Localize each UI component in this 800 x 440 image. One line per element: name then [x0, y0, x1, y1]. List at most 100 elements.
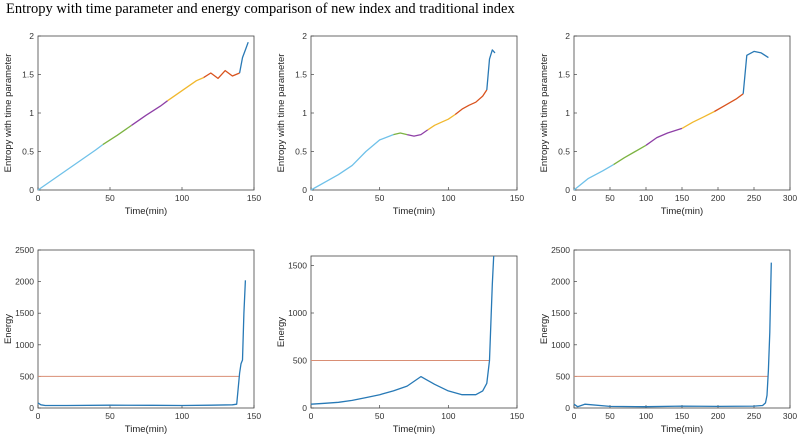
chart-1-series-1-line — [37, 144, 104, 191]
chart-4-ytick-label: 1000 — [15, 340, 34, 350]
chart-6-xtick-label: 250 — [747, 411, 761, 421]
chart-6-xtick-label: 50 — [605, 411, 615, 421]
chart-1-ytick-label: 2 — [29, 31, 34, 41]
chart-1-series-6-line — [238, 41, 249, 74]
chart-2-ytick-label: 2 — [302, 31, 307, 41]
chart-6-ytick-label: 0 — [565, 403, 570, 413]
chart-4-ytick-label: 0 — [29, 403, 34, 413]
chart-5-ytick-label: 1500 — [288, 261, 307, 271]
chart-2-xtick-label: 50 — [375, 193, 385, 203]
chart-1-series-2-line — [102, 124, 132, 146]
chart-1-series-4-line — [167, 77, 204, 102]
chart-4-ytick-label: 2000 — [15, 277, 34, 287]
chart-2-xtick-label: 100 — [441, 193, 455, 203]
chart-3-xtick-label: 300 — [783, 193, 797, 203]
chart-2-ytick-label: 1 — [302, 108, 307, 118]
chart-2-series-6-line — [486, 49, 496, 90]
chart-5-ylabel: Energy — [276, 317, 287, 347]
chart-6-ytick-label: 2000 — [551, 277, 570, 287]
chart-4-series-1-line — [37, 280, 247, 407]
chart-4-ytick-label: 500 — [20, 371, 34, 381]
chart-5-xtick-label: 50 — [375, 411, 385, 421]
chart-2-ytick-label: 0 — [302, 185, 307, 195]
chart-2-axes-frame — [310, 35, 518, 191]
chart-2-series-2-line — [393, 132, 408, 136]
chart-2-ytick-label: 0.5 — [295, 147, 307, 157]
chart-2-xlabel: Time(min) — [393, 206, 435, 217]
chart-6-xtick-label: 150 — [675, 411, 689, 421]
chart-4-ylabel: Energy — [3, 314, 14, 344]
chart-3-series-1-line — [573, 164, 614, 191]
chart-3-ytick-label: 1.5 — [558, 70, 570, 80]
chart-4-xtick-label: 0 — [36, 411, 41, 421]
chart-1-xtick-label: 100 — [175, 193, 189, 203]
chart-1-xlabel: Time(min) — [125, 206, 167, 217]
chart-4-ytick-label: 2500 — [15, 245, 34, 255]
chart-6-ytick-label: 2500 — [551, 245, 570, 255]
chart-5-xtick-label: 0 — [309, 411, 314, 421]
chart-3-axes-frame — [573, 35, 791, 191]
chart-6-xtick-label: 200 — [711, 411, 725, 421]
chart-6-series-1-line — [573, 262, 772, 408]
chart-3-xtick-label: 250 — [747, 193, 761, 203]
chart-2-ylabel: Entropy with time parameter — [276, 54, 287, 173]
chart-6-axes-frame — [573, 249, 791, 409]
chart-3-series-3-line — [645, 127, 683, 146]
chart-4-xtick-label: 100 — [175, 411, 189, 421]
chart-2-xtick-label: 150 — [510, 193, 524, 203]
chart-1-ytick-label: 0.5 — [22, 147, 34, 157]
chart-1-ylabel: Entropy with time parameter — [3, 54, 14, 173]
chart-6-ytick-label: 500 — [556, 371, 570, 381]
chart-3-series-2-line — [613, 144, 647, 166]
chart-5-ytick-label: 1000 — [288, 308, 307, 318]
chart-3-ylabel: Entropy with time parameter — [539, 54, 550, 173]
chart-5-ytick-label: 500 — [293, 356, 307, 366]
chart-1-xtick-label: 50 — [105, 193, 115, 203]
chart-3-xtick-label: 150 — [675, 193, 689, 203]
chart-3-series-6-line — [742, 50, 769, 94]
chart-6-ylabel: Energy — [539, 314, 550, 344]
chart-3-series-4-line — [681, 110, 715, 129]
chart-4-xtick-label: 50 — [105, 411, 115, 421]
chart-3-ytick-label: 2 — [565, 31, 570, 41]
chart-6-xlabel: Time(min) — [661, 424, 703, 435]
chart-3-ytick-label: 0 — [565, 185, 570, 195]
chart-2-ytick-label: 1.5 — [295, 70, 307, 80]
chart-3-xtick-label: 200 — [711, 193, 725, 203]
chart-6-xtick-label: 100 — [639, 411, 653, 421]
chart-5-xtick-label: 100 — [441, 411, 455, 421]
chart-1-ytick-label: 1.5 — [22, 70, 34, 80]
chart-4-xlabel: Time(min) — [125, 424, 167, 435]
chart-4-axes-frame — [37, 249, 255, 409]
chart-3-ytick-label: 1 — [565, 108, 570, 118]
chart-4-ytick-label: 1500 — [15, 308, 34, 318]
chart-1-series-5-line — [203, 69, 240, 80]
chart-2-series-3-line — [406, 129, 429, 137]
chart-3-ytick-label: 0.5 — [558, 147, 570, 157]
chart-3-xtick-label: 100 — [639, 193, 653, 203]
chart-5-axes-frame — [310, 255, 518, 409]
chart-3-xtick-label: 0 — [572, 193, 577, 203]
chart-2-series-5-line — [454, 89, 488, 116]
chart-6-xtick-label: 300 — [783, 411, 797, 421]
chart-1-series-3-line — [131, 100, 168, 126]
chart-6-xtick-label: 0 — [572, 411, 577, 421]
chart-4-xtick-label: 150 — [247, 411, 261, 421]
chart-1-ytick-label: 1 — [29, 108, 34, 118]
chart-1-xtick-label: 150 — [247, 193, 261, 203]
chart-3-xlabel: Time(min) — [661, 206, 703, 217]
chart-2-xtick-label: 0 — [309, 193, 314, 203]
chart-1-xtick-label: 0 — [36, 193, 41, 203]
chart-5-xlabel: Time(min) — [393, 424, 435, 435]
chart-1-ytick-label: 0 — [29, 185, 34, 195]
chart-3-series-5-line — [714, 93, 744, 113]
chart-2-series-4-line — [427, 113, 456, 131]
figure-title: Entropy with time parameter and energy c… — [6, 1, 515, 17]
chart-3-xtick-label: 50 — [605, 193, 615, 203]
chart-2-series-1-line — [310, 133, 394, 191]
chart-5-ytick-label: 0 — [302, 403, 307, 413]
chart-6-ytick-label: 1000 — [551, 340, 570, 350]
chart-5-series-1-line — [310, 255, 495, 405]
chart-5-xtick-label: 150 — [510, 411, 524, 421]
